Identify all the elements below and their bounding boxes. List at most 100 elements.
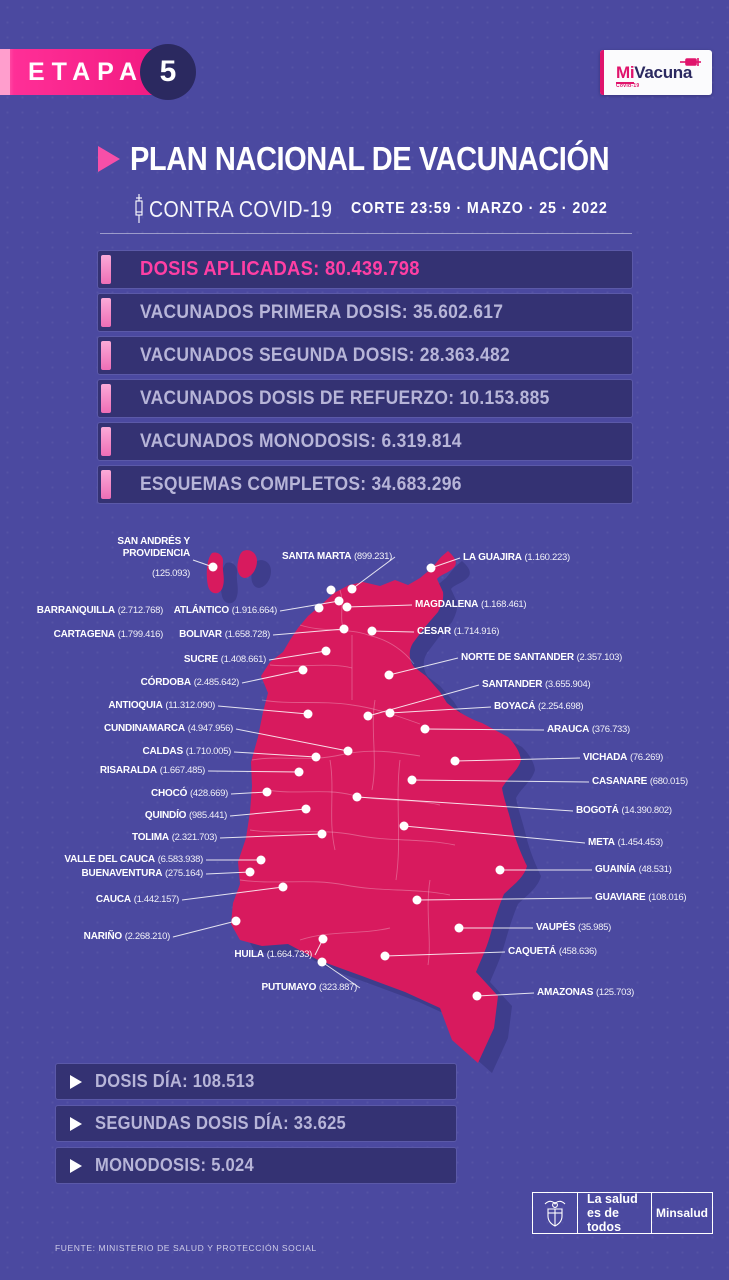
etapa-banner-strip [0,49,10,95]
source-note: FUENTE: MINISTERIO DE SALUD Y PROTECCIÓN… [55,1243,317,1253]
stat-bar-text: VACUNADOS DOSIS DE REFUERZO: 10.153.885 [140,387,550,409]
map-dot-la-guajira [426,563,436,573]
daily-bar-text: DOSIS DÍA: 108.513 [95,1071,255,1091]
daily-bar-text: SEGUNDAS DOSIS DÍA: 33.625 [95,1113,347,1133]
stat-bar-vacunados-primera-dosis: VACUNADOS PRIMERA DOSIS: 35.602.617 [97,293,633,332]
etapa-number-badge: 5 [140,44,196,100]
triangle-bullet-icon [70,1116,82,1131]
connector-line-casanare [411,779,590,783]
connector-line-guaviare [416,897,593,901]
stat-bar-accent-tab [101,341,111,370]
stat-bar-dosis-aplicadas: DOSIS APLICADAS: 80.439.798 [97,250,633,289]
map-markers [172,556,593,1001]
stat-bar-vacunados-monodosis: VACUNADOS MONODOSIS: 6.319.814 [97,422,633,461]
syringe-icon [680,58,701,66]
map-dot-cauca [278,882,288,892]
map-dot-casanare [407,775,417,785]
connector-line-magdalena [346,604,413,608]
providencia-island [237,550,257,578]
connector-line-arauca [424,728,545,731]
map-dot-barranquilla [326,585,336,595]
map-dot-huila [318,934,328,944]
connector-line-buenaventura [205,871,251,875]
mivacuna-wordmark: MiVacuna [616,63,693,84]
connector-line-cauca [181,886,284,901]
map-dot-valle-del-cauca [256,855,266,865]
triangle-bullet-icon [98,146,120,172]
connector-line-putumayo [321,961,361,989]
title-row: PLAN NACIONAL DE VACUNACIÓN [98,140,674,178]
coat-of-arms-icon [533,1193,578,1233]
map-dot-santander [363,711,373,721]
san-andres-island [206,552,224,594]
mivacuna-vacuna: Vacuna [634,63,693,82]
mivacuna-logo: MiVacuna Covid-19 [600,50,712,95]
map-dot-vichada [450,756,460,766]
subtitle-row: CONTRA COVID-19 CORTE 23:59 · MARZO · 25… [133,194,630,224]
gov-tagline: La salud es de todos [578,1192,652,1234]
map-dot-guainia [495,865,505,875]
map-dot-narino [231,916,241,926]
daily-bar-segundas-dosis-dia: SEGUNDAS DOSIS DÍA: 33.625 [55,1105,457,1142]
connector-line-antioquia [217,705,309,715]
map-dot-atlantico [334,596,344,606]
map-dot-choco [262,787,272,797]
connector-line-quindio [229,808,307,817]
connector-line-cundinamarca [235,728,349,752]
map-dot-antioquia [303,709,313,719]
stat-bar-vacunados-segunda-dosis: VACUNADOS SEGUNDA DOSIS: 28.363.482 [97,336,633,375]
map-dot-bolivar [339,624,349,634]
map-dot-quindio [301,804,311,814]
stat-bar-accent-tab [101,470,111,499]
stat-bar-accent-tab [101,298,111,327]
syringe-icon [135,194,143,223]
connector-line-bogota [356,796,574,812]
map-dot-boyaca [385,708,395,718]
connector-line-cesar [371,630,415,633]
stats-list: DOSIS APLICADAS: 80.439.798 VACUNADOS PRI… [97,250,633,508]
etapa-label: ETAPA [28,57,145,86]
mivacuna-covid-label: Covid-19 [616,83,640,89]
stat-bar-accent-tab [101,427,111,456]
daily-bar-text: MONODOSIS: 5.024 [95,1155,255,1175]
map-dot-tolima [317,829,327,839]
gov-tagline-line2: es de todos [587,1206,622,1234]
page-title: PLAN NACIONAL DE VACUNACIÓN [130,140,610,177]
map-dot-guaviare [412,895,422,905]
stat-bar-text: DOSIS APLICADAS: 80.439.798 [140,258,420,280]
map-dot-cordoba [298,665,308,675]
map-dot-meta [399,821,409,831]
connector-line-tolima [219,833,323,839]
connector-line-santa-marta [351,556,396,590]
mivacuna-mi: Mi [616,63,635,84]
stat-bar-text: VACUNADOS MONODOSIS: 6.319.814 [140,430,462,452]
department-borders [239,589,456,966]
stat-bar-text: VACUNADOS SEGUNDA DOSIS: 28.363.482 [140,344,511,366]
daily-stats-list: DOSIS DÍA: 108.513 SEGUNDAS DOSIS DÍA: 33… [55,1063,457,1189]
title-separator [100,233,632,234]
map-dot-magdalena [342,602,352,612]
map-dot-caldas [311,752,321,762]
stat-bar-vacunados-dosis-de-refuerzo: VACUNADOS DOSIS DE REFUERZO: 10.153.885 [97,379,633,418]
connector-line-cordoba [241,669,304,684]
map-dot-putumayo [317,957,327,967]
stat-bar-accent-tab [101,384,111,413]
connector-line-vichada [454,757,581,762]
map-dot-arauca [420,724,430,734]
map-dot-san-andres-y-providencia [208,562,218,572]
map-dot-vaupes [454,923,464,933]
connector-line-la-guajira [430,557,461,569]
daily-bar-monodosis: MONODOSIS: 5.024 [55,1147,457,1184]
connector-line-amazonas [476,992,535,997]
subtitle-corte: CORTE 23:59 · MARZO · 25 · 2022 [350,200,608,217]
stat-bar-accent-tab [101,255,111,284]
connector-line-norte-de-santander [388,657,459,676]
connector-line-risaralda [207,770,300,773]
daily-bar-dosis-dia: DOSIS DÍA: 108.513 [55,1063,457,1100]
map-dot-buenaventura [245,867,255,877]
connector-line-bolivar [272,628,345,636]
map-dot-caqueta [380,951,390,961]
etapa-banner: ETAPA 5 [0,44,196,100]
gov-ministry-name: Minsalud [655,1206,708,1220]
